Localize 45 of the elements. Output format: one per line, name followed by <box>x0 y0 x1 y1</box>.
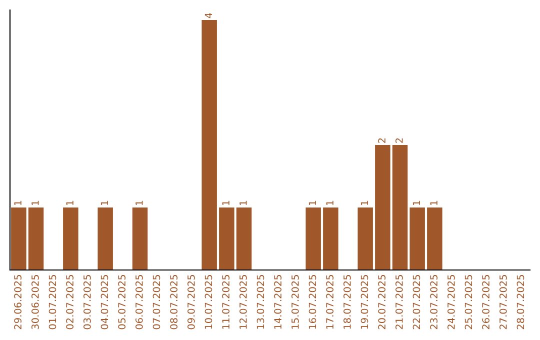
data-label: 4 <box>204 12 212 18</box>
x-tick-label: 29.06.2025 <box>14 275 22 330</box>
x-tick-label: 01.07.2025 <box>48 275 56 330</box>
x-tick-label: 19.07.2025 <box>360 275 368 329</box>
x-tick-label: 26.07.2025 <box>482 275 490 330</box>
x-tick-label: 15.07.2025 <box>291 275 299 329</box>
data-label: 1 <box>240 200 247 206</box>
data-label: 2 <box>378 138 386 143</box>
x-tick-label: 06.07.2025 <box>135 275 143 330</box>
x-tick-label: 07.07.2025 <box>152 275 160 330</box>
x-tick-label: 21.07.2025 <box>395 275 403 330</box>
data-label: 1 <box>14 200 22 206</box>
data-label: 1 <box>222 200 230 206</box>
x-tick-label: 04.07.2025 <box>100 275 108 330</box>
data-label: 1 <box>100 200 108 206</box>
data-label: 1 <box>136 200 143 206</box>
x-tick-label: 10.07.2025 <box>204 275 212 329</box>
x-tick-label: 23.07.2025 <box>430 275 438 330</box>
data-label: 1 <box>308 200 316 206</box>
x-tick-label: 09.07.2025 <box>187 275 195 330</box>
x-tick-label: 14.07.2025 <box>274 275 282 329</box>
x-tick-label: 11.07.2025 <box>222 275 230 329</box>
x-tick-label: 12.07.2025 <box>239 275 247 329</box>
x-tick-label: 05.07.2025 <box>118 275 126 330</box>
x-tick-label: 03.07.2025 <box>83 275 91 330</box>
data-label: 2 <box>395 138 403 143</box>
x-tick-label: 30.06.2025 <box>31 275 39 330</box>
data-label: 1 <box>326 200 334 206</box>
x-tick-label: 25.07.2025 <box>464 275 472 330</box>
data-label: 1 <box>412 200 420 206</box>
data-label: 1 <box>32 200 39 206</box>
x-tick-label: 24.07.2025 <box>447 275 455 330</box>
x-tick-label: 20.07.2025 <box>378 275 386 330</box>
x-tick-label: 02.07.2025 <box>66 275 74 330</box>
data-label: 1 <box>430 200 438 206</box>
x-tick-label: 28.07.2025 <box>516 275 524 330</box>
data-label: 1 <box>66 200 74 206</box>
x-tick-label: 13.07.2025 <box>256 275 264 329</box>
x-tick-label: 17.07.2025 <box>326 275 334 329</box>
x-tick-label: 18.07.2025 <box>343 275 351 329</box>
data-label: 1 <box>360 200 368 206</box>
x-tick-label: 27.07.2025 <box>499 275 507 330</box>
x-tick-label: 16.07.2025 <box>308 275 316 329</box>
x-tick-label: 22.07.2025 <box>412 275 420 330</box>
x-tick-label: 08.07.2025 <box>170 275 178 330</box>
